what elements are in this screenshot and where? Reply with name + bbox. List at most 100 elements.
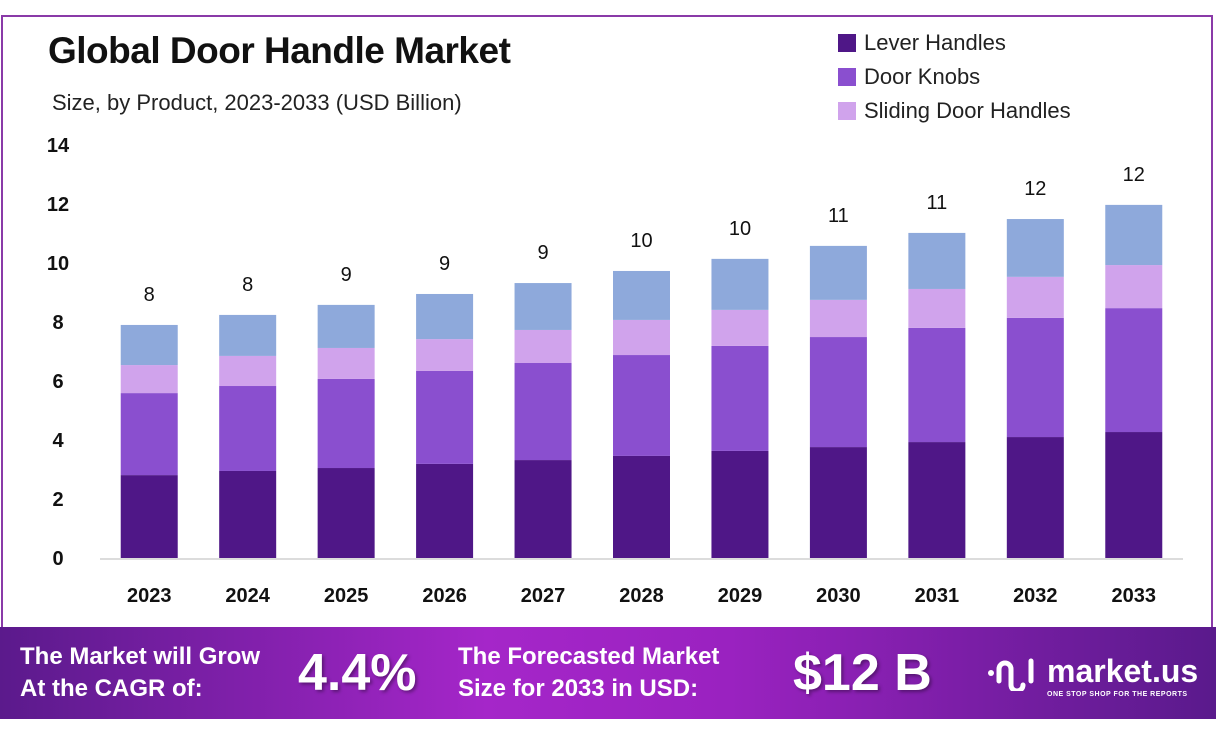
forecast-value: $12 B: [793, 644, 932, 702]
bar-segment-lever-handles: [613, 455, 670, 558]
bar-segment-sliding-door-handles: [416, 339, 474, 371]
bar-segment-series-4: [809, 245, 867, 300]
cagr-label-line: At the CAGR of:: [20, 675, 203, 702]
bar-segment-door-knobs: [711, 345, 769, 451]
y-tick-label: 12: [47, 194, 69, 216]
bar-segment-sliding-door-handles: [711, 309, 769, 346]
x-tick-label: 2023: [127, 585, 172, 607]
bar-segment-door-knobs: [613, 355, 670, 456]
forecast-label-line: Size for 2033 in USD:: [458, 675, 699, 702]
bar-segment-lever-handles: [219, 470, 277, 558]
y-tick-label: 14: [47, 135, 70, 157]
legend-item-sliding-door-handles: Sliding Door Handles: [838, 94, 1071, 128]
cagr-value: 4.4%: [298, 644, 417, 702]
legend-swatch: [838, 34, 856, 52]
bar-segment-lever-handles: [317, 468, 375, 558]
legend-item-lever-handles: Lever Handles: [838, 26, 1071, 60]
cagr-label: The Market will Grow At the CAGR of:: [20, 641, 260, 705]
y-tick-label: 0: [52, 548, 63, 570]
bar-segment-series-4: [317, 304, 375, 348]
bar-segment-series-4: [711, 258, 769, 310]
y-tick-label: 6: [52, 371, 63, 393]
total-label: 11: [926, 192, 947, 214]
x-tick-label: 2030: [816, 585, 861, 607]
bar-segment-series-4: [120, 324, 178, 366]
x-tick-label: 2029: [718, 585, 763, 607]
bar-segment-door-knobs: [514, 363, 572, 461]
bar-segment-door-knobs: [809, 337, 867, 448]
cagr-label-line: The Market will Grow: [20, 643, 261, 670]
bar-segment-sliding-door-handles: [219, 355, 277, 387]
legend-label: Lever Handles: [864, 30, 1006, 55]
legend-swatch: [838, 102, 856, 120]
bar-segment-series-4: [514, 283, 572, 330]
bar-segment-door-knobs: [908, 327, 966, 443]
total-label: 10: [630, 230, 652, 252]
bar-segment-sliding-door-handles: [1105, 265, 1163, 309]
bar-segment-lever-handles: [1105, 432, 1163, 558]
chart-subtitle: Size, by Product, 2023-2033 (USD Billion…: [52, 90, 462, 115]
bar-segment-lever-handles: [416, 463, 474, 558]
total-label: 8: [242, 274, 253, 296]
bar-segment-door-knobs: [219, 386, 277, 471]
total-label: 8: [144, 284, 155, 306]
bar-segment-series-4: [1006, 219, 1064, 277]
brand-logo: market.us ONE STOP SHOP FOR THE REPORTS: [985, 651, 1199, 698]
total-label: 12: [1024, 178, 1046, 200]
market-us-logo-icon: [988, 658, 1034, 691]
y-tick-label: 4: [52, 430, 64, 452]
bar-segment-sliding-door-handles: [908, 288, 966, 328]
x-tick-label: 2032: [1013, 585, 1058, 607]
total-label: 10: [729, 218, 751, 240]
bar-segment-sliding-door-handles: [613, 319, 670, 356]
bar-segment-series-4: [613, 270, 670, 320]
chart-title: Global Door Handle Market: [48, 30, 511, 71]
bar-segment-door-knobs: [416, 370, 474, 464]
y-tick-label: 8: [52, 312, 63, 334]
x-tick-label: 2025: [324, 585, 369, 607]
brand-tagline: ONE STOP SHOP FOR THE REPORTS: [1047, 691, 1188, 698]
y-tick-label: 10: [47, 253, 69, 275]
bar-segment-sliding-door-handles: [317, 347, 375, 379]
legend: Lever Handles Door Knobs Sliding Door Ha…: [838, 26, 1071, 128]
bar-segment-series-4: [219, 314, 277, 356]
bar-segment-lever-handles: [711, 450, 769, 558]
bar-segment-lever-handles: [1006, 437, 1064, 558]
bar-segment-door-knobs: [120, 393, 178, 476]
x-tick-label: 2024: [225, 585, 270, 607]
bar-segment-lever-handles: [908, 442, 966, 558]
forecast-label-line: The Forecasted Market: [458, 643, 720, 670]
forecast-label: The Forecasted Market Size for 2033 in US…: [458, 641, 719, 705]
bar-segment-sliding-door-handles: [514, 329, 572, 364]
bar-segment-door-knobs: [1006, 317, 1064, 438]
total-label: 9: [341, 264, 352, 286]
bar-segment-door-knobs: [1105, 308, 1163, 433]
x-tick-label: 2031: [915, 585, 960, 607]
y-tick-label: 2: [52, 489, 63, 511]
bar-segment-series-4: [908, 232, 966, 289]
legend-label: Door Knobs: [864, 64, 981, 89]
bar-segment-series-4: [1105, 204, 1163, 266]
total-label: 9: [439, 253, 450, 275]
x-tick-label: 2026: [422, 585, 467, 607]
legend-swatch: [838, 68, 856, 86]
bar-segment-sliding-door-handles: [1006, 276, 1064, 318]
bar-segment-sliding-door-handles: [120, 365, 178, 394]
total-label: 11: [828, 205, 849, 227]
x-tick-label: 2027: [521, 585, 566, 607]
bar-segment-series-4: [416, 293, 474, 340]
bar-segment-lever-handles: [809, 447, 867, 558]
footer-banner: The Market will Grow At the CAGR of: 4.4%…: [0, 627, 1216, 719]
bar-segment-lever-handles: [120, 475, 178, 558]
bar-segment-door-knobs: [317, 378, 375, 469]
x-tick-label: 2033: [1112, 585, 1157, 607]
brand-name: market.us: [1047, 652, 1199, 689]
total-label: 9: [537, 242, 548, 264]
total-label: 12: [1123, 164, 1145, 186]
bar-chart: 0 2 4 6 8 10 12 14 8 2023 8 2024 9 2025 9 2026 9 2027 10 20…: [47, 135, 1183, 607]
bar-segment-lever-handles: [514, 460, 572, 558]
legend-item-door-knobs: Door Knobs: [838, 60, 1071, 94]
x-tick-label: 2028: [619, 585, 664, 607]
legend-label: Sliding Door Handles: [864, 98, 1071, 123]
bar-segment-sliding-door-handles: [809, 299, 867, 338]
